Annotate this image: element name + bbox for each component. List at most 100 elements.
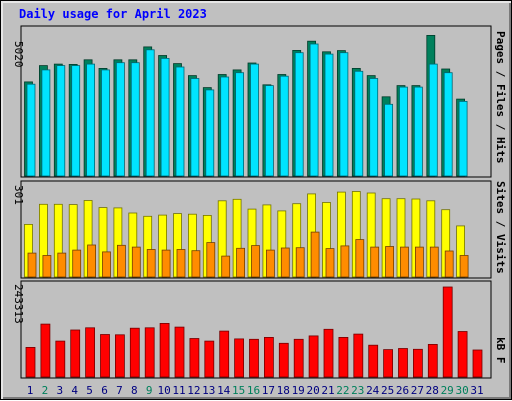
kb-f-bar-day-1 [25, 346, 36, 378]
sites-bar-day-8 [131, 246, 141, 278]
day-label-31: 31 [470, 384, 483, 397]
legend-hits: Hits [494, 137, 507, 164]
day-label-30: 30 [455, 384, 468, 397]
sites-bar-day-30 [459, 255, 469, 278]
middle-panel: 301 Sites / Visits [12, 180, 507, 279]
kb-f-bar-day-3 [55, 340, 66, 378]
files-bar-day-3 [56, 65, 66, 177]
middle-panel-legend: Sites / Visits [494, 181, 507, 274]
sites-bar-day-2 [42, 255, 52, 278]
kb-f-bar-day-30 [457, 331, 468, 378]
files-bar-day-18 [279, 75, 289, 177]
day-label-2: 2 [42, 384, 49, 397]
bottom-panel-bars [25, 286, 483, 378]
sites-bar-day-10 [161, 249, 171, 278]
files-bar-day-2 [41, 69, 51, 177]
files-bar-day-23 [354, 70, 364, 177]
sites-bar-day-19 [295, 247, 305, 278]
files-bar-day-30 [458, 101, 468, 177]
sites-bar-day-7 [117, 244, 126, 278]
kb-f-bar-day-28 [427, 343, 438, 378]
sites-bar-day-13 [206, 242, 216, 278]
sites-bar-day-22 [340, 245, 350, 278]
files-bar-day-21 [324, 53, 334, 177]
files-bar-day-22 [339, 52, 349, 177]
kb-f-bar-day-26 [398, 348, 408, 378]
day-label-18: 18 [277, 384, 290, 397]
top-panel-bars [24, 35, 468, 177]
sites-bar-day-20 [310, 231, 320, 278]
files-bar-day-16 [250, 63, 259, 177]
legend-sites: Sites [494, 181, 507, 214]
sites-bar-day-27 [414, 246, 424, 278]
files-bar-day-12 [190, 78, 200, 177]
kb-f-bar-day-23 [353, 333, 364, 378]
kb-f-bar-day-20 [308, 335, 319, 378]
kb-f-bar-day-18 [278, 342, 289, 378]
legend-kbf: kB F [494, 337, 507, 364]
day-label-24: 24 [366, 384, 380, 397]
files-bar-day-17 [264, 85, 274, 177]
kb-f-bar-day-9 [144, 327, 155, 378]
middle-panel-scale-label: 301 [12, 185, 25, 205]
day-label-28: 28 [426, 384, 439, 397]
day-label-22: 22 [336, 384, 349, 397]
kb-f-bar-day-21 [323, 328, 334, 378]
kb-f-bar-day-14 [219, 330, 230, 378]
day-label-14: 14 [217, 384, 231, 397]
sites-bar-day-14 [221, 255, 231, 278]
files-bar-day-7 [116, 62, 125, 177]
kb-f-bar-day-2 [40, 323, 51, 378]
day-label-20: 20 [306, 384, 319, 397]
top-panel-legend: Pages / Files / Hits [494, 31, 507, 164]
kb-f-bar-day-12 [189, 338, 200, 378]
files-bar-day-13 [205, 89, 215, 177]
bottom-panel: 243313 kB F [12, 280, 507, 379]
files-bar-day-28 [428, 63, 438, 177]
kb-f-bar-day-10 [159, 322, 170, 378]
sites-bar-day-11 [176, 249, 186, 278]
day-label-8: 8 [131, 384, 138, 397]
sites-bar-day-3 [57, 252, 67, 278]
day-label-10: 10 [157, 384, 170, 397]
kb-f-bar-day-15 [234, 338, 245, 378]
day-label-23: 23 [351, 384, 364, 397]
sites-bar-day-9 [146, 249, 156, 278]
day-label-7: 7 [116, 384, 123, 397]
sites-bar-day-25 [385, 246, 395, 278]
day-label-13: 13 [202, 384, 215, 397]
kb-f-bar-day-29 [442, 286, 453, 378]
kb-f-bar-day-17 [263, 336, 274, 378]
day-label-9: 9 [146, 384, 153, 397]
sites-bar-day-1 [27, 252, 37, 278]
day-label-17: 17 [262, 384, 275, 397]
files-bar-day-1 [26, 83, 36, 177]
day-label-11: 11 [172, 384, 185, 397]
sites-bar-day-5 [87, 244, 96, 278]
day-label-16: 16 [247, 384, 260, 397]
kb-f-bar-day-22 [338, 336, 349, 378]
kb-f-bar-day-24 [368, 344, 379, 378]
kb-f-bar-day-25 [383, 349, 394, 378]
sites-bar-day-12 [191, 250, 201, 278]
day-label-3: 3 [56, 384, 63, 397]
day-label-12: 12 [187, 384, 200, 397]
files-bar-day-19 [294, 52, 304, 177]
day-label-29: 29 [441, 384, 454, 397]
files-bar-day-24 [369, 78, 379, 177]
sites-bar-day-16 [251, 245, 260, 278]
day-axis-labels: 1 2 3 4 5 6 7 8 9 10 11 12 13 14 15 16 17 18 19 20 21 22 23 24 2… [27, 384, 484, 397]
chart-title: Daily usage for April 2023 [19, 7, 207, 21]
middle-panel-bars [24, 191, 469, 278]
day-label-4: 4 [71, 384, 78, 397]
kb-f-bar-day-8 [129, 327, 140, 378]
kb-f-bar-day-27 [412, 348, 423, 378]
legend-pages: Pages [494, 31, 507, 64]
day-label-6: 6 [101, 384, 108, 397]
legend-sep-2: / [494, 117, 507, 137]
day-label-26: 26 [396, 384, 409, 397]
files-bar-day-11 [175, 66, 185, 177]
kb-f-bar-day-4 [70, 329, 81, 378]
kb-f-bar-day-19 [293, 338, 304, 378]
sites-bar-day-24 [370, 246, 380, 278]
